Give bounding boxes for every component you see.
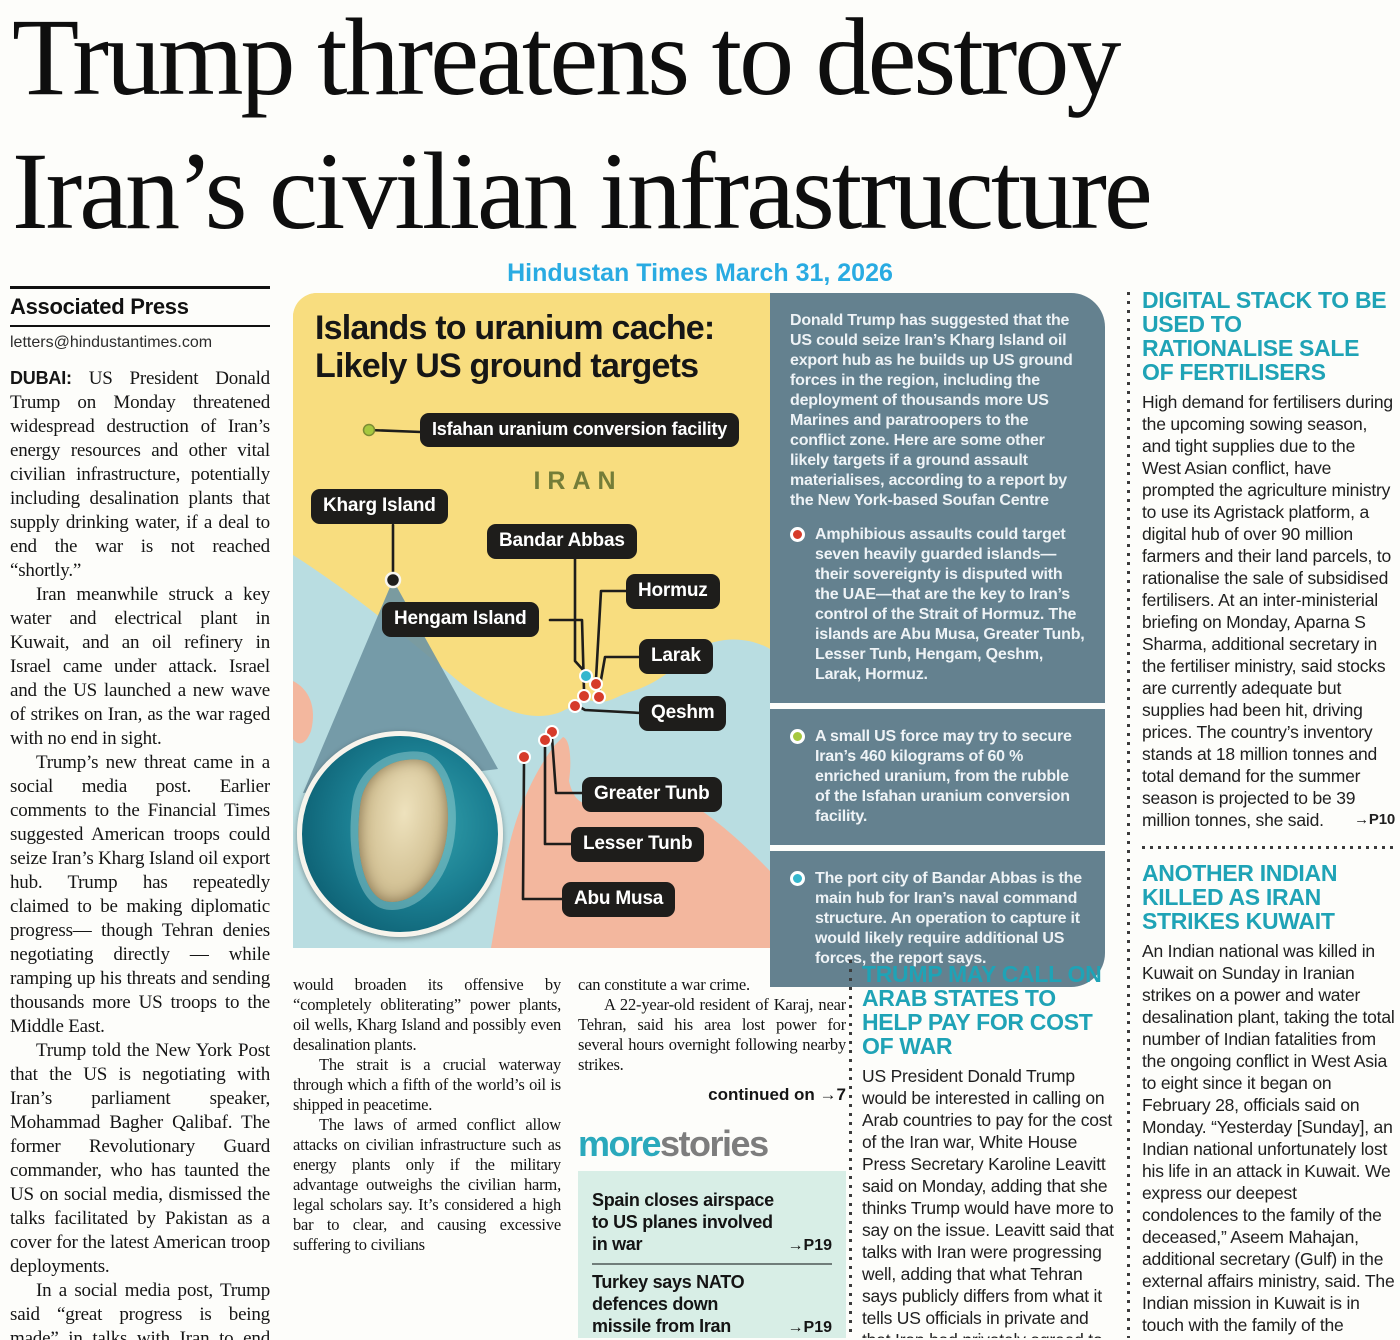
- arab-states-article: TRUMP MAY CALL ON ARAB STATES TO HELP PA…: [862, 962, 1120, 1338]
- map-label-greater-tunb: Greater Tunb: [582, 777, 722, 812]
- cyan-bullet-icon: [790, 871, 805, 886]
- article-body: High demand for fertilisers during the u…: [1142, 391, 1395, 831]
- map-label-hormuz: Hormuz: [626, 574, 720, 609]
- paragraph: A 22-year-old resident of Karaj, near Te…: [578, 995, 846, 1074]
- vertical-dotted-rule: [849, 960, 852, 1338]
- lead-article-body: DUBAI: US President Donald Trump on Mond…: [10, 366, 270, 1340]
- edition-note: Hindustan Times March 31, 2026: [507, 259, 893, 287]
- more-stories-title-more: more: [578, 1123, 662, 1164]
- headline-line2: Iran’s civilian infrastructure: [12, 130, 1153, 253]
- indian-killed-article: ANOTHER INDIAN KILLED AS IRAN STRIKES KU…: [1142, 861, 1395, 1338]
- page-ref[interactable]: →P19: [787, 1319, 832, 1336]
- continuation-column-2: can constitute a war crime. A 22-year-ol…: [578, 975, 846, 1338]
- inset-wedge: [303, 580, 498, 793]
- dotted-divider: [1142, 845, 1395, 849]
- more-stories-item[interactable]: Turkey says NATO defences down missile f…: [592, 1263, 832, 1338]
- byline-rule-top: [10, 286, 270, 289]
- green-bullet-icon: [790, 729, 805, 744]
- main-headline: Trump threatens to destroy Iran’s civili…: [12, 0, 1394, 258]
- article-headline: TRUMP MAY CALL ON ARAB STATES TO HELP PA…: [862, 962, 1102, 1059]
- byline: Associated Press: [10, 294, 189, 319]
- paragraph: The laws of armed conflict allow attacks…: [293, 1115, 561, 1254]
- panel-intro: Donald Trump has suggested that the US c…: [790, 312, 1073, 509]
- paragraph: Trump’s new threat came in a social medi…: [10, 752, 270, 1037]
- map-label-larak: Larak: [639, 639, 713, 674]
- panel-block-bandar: The port city of Bandar Abbas is the mai…: [770, 851, 1105, 987]
- panel-bullet-bandar: The port city of Bandar Abbas is the mai…: [790, 869, 1085, 969]
- article-body: An Indian national was killed in Kuwait …: [1142, 940, 1395, 1338]
- map-label-kharg-island: Kharg Island: [311, 489, 448, 524]
- qatar-land: [293, 681, 313, 744]
- bullet-text: Amphibious assaults could target seven h…: [815, 526, 1085, 683]
- paragraph: would broaden its offensive by “complete…: [293, 975, 561, 1054]
- more-stories-box: Spain closes airspace to US planes invol…: [578, 1171, 846, 1338]
- kharg-island-landmass: [347, 751, 457, 909]
- continued-on-note[interactable]: continued on →7: [708, 1085, 846, 1104]
- infographic-title-line2: Likely US ground targets: [315, 347, 699, 385]
- right-rail: DIGITAL STACK TO BE USED TO RATIONALISE …: [1142, 288, 1395, 1338]
- article-headline: ANOTHER INDIAN KILLED AS IRAN STRIKES KU…: [1142, 860, 1338, 934]
- hengam-dot: [577, 689, 591, 703]
- abu-musa-dot: [517, 750, 531, 764]
- infographic: IRAN: [293, 293, 1105, 987]
- map-label-hengam-island: Hengam Island: [382, 602, 539, 637]
- lead-article-column: Associated Press letters@hindustantimes.…: [10, 286, 270, 1340]
- paragraph: Iran meanwhile struck a key water and el…: [10, 584, 270, 749]
- hormuz-dot: [589, 677, 603, 691]
- country-label-iran: IRAN: [533, 467, 622, 495]
- paragraph: Trump told the New York Post that the US…: [10, 1040, 270, 1277]
- bandar-abbas-dot: [579, 669, 593, 683]
- story-headline[interactable]: Spain closes airspace to US planes invol…: [592, 1190, 774, 1254]
- bullet-text: A small US force may try to secure Iran’…: [815, 728, 1072, 825]
- lead-paragraph: DUBAI: US President Donald Trump on Mond…: [10, 366, 270, 583]
- fertiliser-article: DIGITAL STACK TO BE USED TO RATIONALISE …: [1142, 288, 1395, 831]
- continuation-column-1: would broaden its offensive by “complete…: [293, 975, 561, 1338]
- panel-bullet-islands: Amphibious assaults could target seven h…: [790, 525, 1085, 685]
- article-body: US President Donald Trump would be inter…: [862, 1065, 1120, 1338]
- byline-rule-bottom: [10, 325, 270, 327]
- paragraph: The strait is a crucial waterway through…: [293, 1055, 561, 1114]
- dateline: DUBAI:: [10, 368, 72, 388]
- infographic-text-panel: Donald Trump has suggested that the US c…: [770, 293, 1105, 987]
- map-label-qeshm: Qeshm: [639, 696, 727, 731]
- page-ref[interactable]: →P10: [1354, 811, 1395, 828]
- infographic-title-line1: Islands to uranium cache:: [315, 309, 715, 347]
- red-bullet-icon: [790, 527, 805, 542]
- lesser-tunb-dot: [538, 733, 552, 747]
- leader-lines: [367, 428, 643, 901]
- map-label-bandar-abbas: Bandar Abbas: [487, 524, 637, 559]
- panel-block-intro: Donald Trump has suggested that the US c…: [770, 293, 1105, 703]
- more-stories-item[interactable]: Spain closes airspace to US planes invol…: [592, 1183, 832, 1263]
- isfahan-dot: [362, 423, 376, 437]
- paragraph: In a social media post, Trump said “grea…: [10, 1280, 270, 1340]
- infographic-title: Islands to uranium cache: Likely US grou…: [315, 309, 715, 385]
- panel-block-uranium: A small US force may try to secure Iran’…: [770, 709, 1105, 845]
- story-headline[interactable]: Turkey says NATO defences down missile f…: [592, 1272, 745, 1336]
- vertical-dotted-rule: [1127, 292, 1130, 1338]
- bullet-text: The port city of Bandar Abbas is the mai…: [815, 870, 1082, 967]
- page-ref[interactable]: →P19: [787, 1237, 832, 1254]
- strait-of-hormuz-map: IRAN: [293, 293, 770, 948]
- contact-email[interactable]: letters@hindustantimes.com: [10, 334, 213, 351]
- map-label-isfahan: Isfahan uranium conversion facility: [420, 413, 740, 447]
- map-label-abu-musa: Abu Musa: [562, 882, 676, 917]
- body-text: US President Donald Trump would be inter…: [862, 1066, 1114, 1338]
- kharg-island-satellite-inset: [297, 731, 503, 937]
- more-stories-title-stories: stories: [660, 1123, 769, 1164]
- panel-bullet-uranium: A small US force may try to secure Iran’…: [790, 727, 1085, 827]
- kharg-island-dot: [384, 571, 402, 589]
- more-stories-title: morestories: [578, 1123, 846, 1165]
- paragraph: can constitute a war crime.: [578, 975, 750, 994]
- map-label-lesser-tunb: Lesser Tunb: [571, 827, 705, 862]
- paragraph-text: US President Donald Trump on Monday thre…: [10, 368, 270, 581]
- body-text: High demand for fertilisers during the u…: [1142, 392, 1393, 830]
- article-headline: DIGITAL STACK TO BE USED TO RATIONALISE …: [1142, 288, 1387, 385]
- headline-line1: Trump threatens to destroy: [12, 0, 1121, 118]
- qeshm-dot: [568, 699, 582, 713]
- larak-dot: [592, 690, 606, 704]
- body-text: An Indian national was killed in Kuwait …: [1142, 941, 1395, 1338]
